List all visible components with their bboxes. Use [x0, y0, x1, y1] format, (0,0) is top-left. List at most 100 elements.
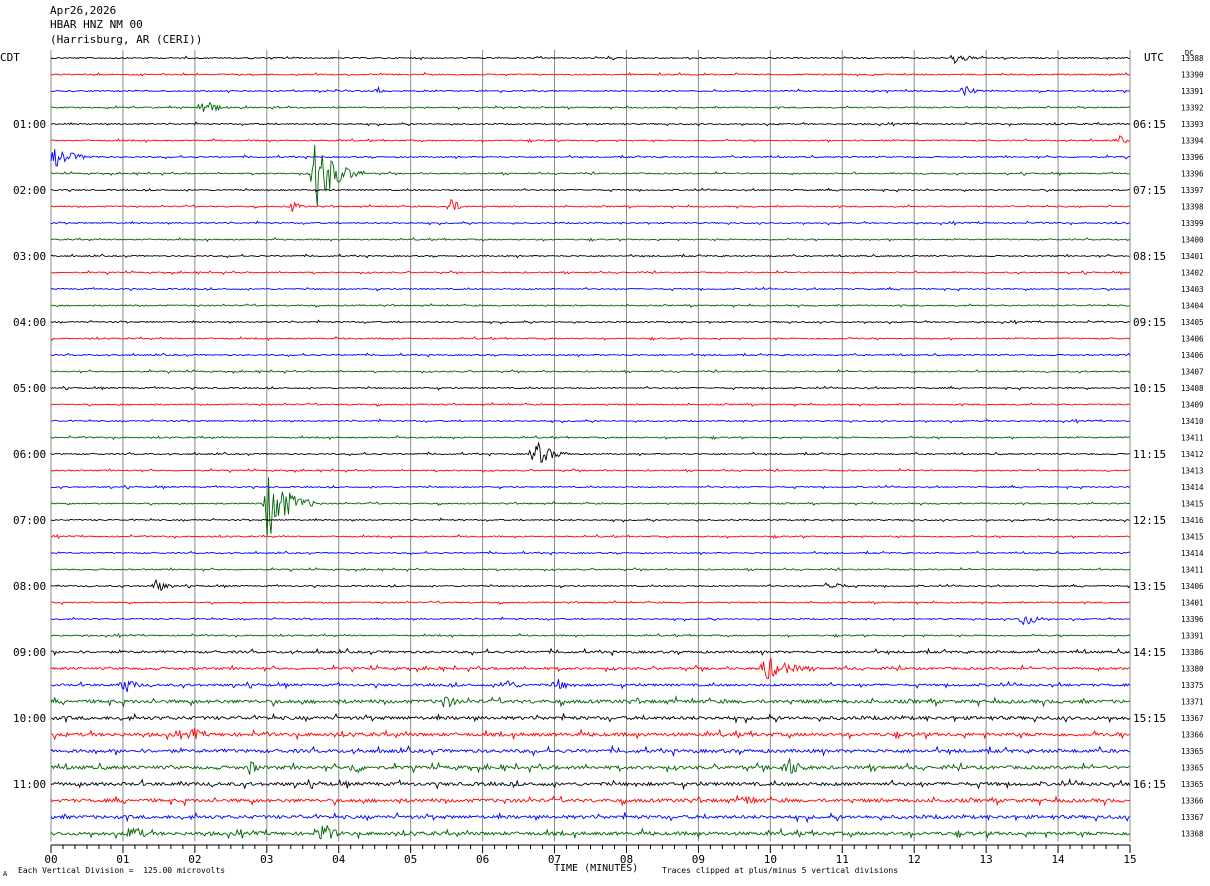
dc-offset-value: 13396: [1181, 170, 1204, 179]
x-tick-label: 01: [116, 853, 129, 866]
trace-row: [50, 144, 1130, 207]
trace-row: [50, 385, 1131, 391]
cdt-time-label: 11:00: [13, 778, 46, 791]
trace-row: [50, 121, 1130, 127]
dc-offset-value: 13398: [1181, 203, 1204, 212]
x-tick-label: 03: [260, 853, 273, 866]
trace-row: [50, 220, 1130, 226]
trace-row: [50, 85, 1130, 97]
trace-row: [50, 695, 1130, 708]
dc-offset-value: 13409: [1181, 401, 1204, 410]
trace-row: [50, 135, 1130, 144]
dc-column-title: DC: [1185, 49, 1193, 57]
trace-row: [50, 368, 1131, 374]
dc-offset-value: 13367: [1181, 714, 1204, 723]
dc-offset-value: 13405: [1181, 318, 1204, 327]
x-tick-label: 04: [332, 853, 346, 866]
dc-offset-value: 13411: [1181, 434, 1204, 443]
vertical-scale-note: Each Vertical Division = 125.00 microvol…: [18, 866, 226, 875]
dc-offset-value: 13402: [1181, 269, 1204, 278]
trace-row: [50, 484, 1130, 490]
trace-row: [50, 632, 1131, 639]
dc-offset-value: 13414: [1181, 483, 1204, 492]
dc-offset-value: 13391: [1181, 632, 1204, 641]
trace-row: [50, 54, 1130, 65]
x-tick-label: 09: [692, 853, 705, 866]
utc-time-label: 07:15: [1133, 184, 1166, 197]
left-axis-title: CDT: [0, 51, 20, 64]
x-tick-label: 05: [404, 853, 417, 866]
dc-offset-value: 13388: [1181, 54, 1204, 63]
x-axis-title: TIME (MINUTES): [554, 863, 639, 874]
x-tick-label: 02: [188, 853, 201, 866]
trace-row: [50, 302, 1130, 308]
trace-row: [50, 198, 1130, 212]
x-tick-label: 15: [1123, 853, 1136, 866]
plot-date: Apr26,2026: [50, 4, 117, 17]
trace-row: [50, 149, 1130, 167]
dc-offset-value: 13393: [1181, 120, 1204, 129]
trace-row: [50, 811, 1130, 824]
utc-time-label: 11:15: [1133, 448, 1166, 461]
dc-offset-value: 13406: [1181, 351, 1204, 360]
cdt-time-label: 10:00: [13, 712, 46, 725]
dc-offset-value: 13401: [1181, 599, 1204, 608]
cdt-time-label: 05:00: [13, 382, 46, 395]
dc-offset-value: 13415: [1181, 533, 1204, 542]
x-tick-label: 13: [980, 853, 993, 866]
clipping-note: Traces clipped at plus/minus 5 vertical …: [662, 866, 899, 875]
trace-row: [50, 435, 1130, 441]
x-tick-label: 14: [1051, 853, 1065, 866]
trace-row: [50, 253, 1130, 259]
trace-row: [50, 825, 1131, 840]
trace-row: [50, 467, 1130, 473]
cdt-time-label: 09:00: [13, 646, 46, 659]
cdt-time-label: 01:00: [13, 118, 46, 131]
trace-row: [50, 477, 1130, 536]
dc-offset-value: 13375: [1181, 681, 1204, 690]
dc-offset-value: 13386: [1181, 648, 1204, 657]
dc-offset-value: 13367: [1181, 813, 1204, 822]
utc-time-label: 09:15: [1133, 316, 1166, 329]
x-tick-label: 08: [620, 853, 633, 866]
trace-row: [50, 777, 1131, 791]
dc-offset-value: 13391: [1181, 87, 1204, 96]
dc-offset-value: 13366: [1181, 797, 1204, 806]
dc-offset-value: 13410: [1181, 417, 1204, 426]
x-tick-label: 10: [764, 853, 777, 866]
trace-row: [50, 71, 1130, 77]
station-location: (Harrisburg, AR (CERI)): [50, 33, 203, 46]
utc-time-label: 15:15: [1133, 712, 1166, 725]
x-tick-label: 12: [908, 853, 921, 866]
trace-row: [50, 550, 1130, 556]
trace-row: [50, 566, 1131, 572]
trace-row: [50, 237, 1130, 243]
utc-time-label: 08:15: [1133, 250, 1166, 263]
dc-offset-value: 13396: [1181, 615, 1204, 624]
dc-offset-value: 13399: [1181, 219, 1204, 228]
trace-row: [50, 712, 1131, 725]
utc-time-label: 14:15: [1133, 646, 1166, 659]
dc-offset-value: 13365: [1181, 764, 1204, 773]
dc-offset-value: 13416: [1181, 516, 1204, 525]
dc-offset-value: 13396: [1181, 153, 1204, 162]
trace-row: [50, 615, 1130, 626]
trace-row: [50, 352, 1131, 358]
corner-mark: A: [3, 870, 8, 878]
trace-row: [50, 744, 1130, 758]
trace-row: [50, 187, 1130, 193]
trace-row: [50, 533, 1130, 540]
trace-row: [50, 269, 1131, 276]
station-code: HBAR HNZ NM 00: [50, 18, 143, 31]
trace-row: [50, 418, 1130, 424]
trace-row: [50, 101, 1130, 112]
x-tick-label: 07: [548, 853, 561, 866]
trace-row: [50, 286, 1130, 292]
dc-offset-value: 13400: [1181, 236, 1204, 245]
trace-row: [50, 679, 1131, 693]
x-tick-label: 11: [836, 853, 849, 866]
utc-time-label: 13:15: [1133, 580, 1166, 593]
x-tick-label: 06: [476, 853, 489, 866]
dc-offset-value: 13406: [1181, 582, 1204, 591]
